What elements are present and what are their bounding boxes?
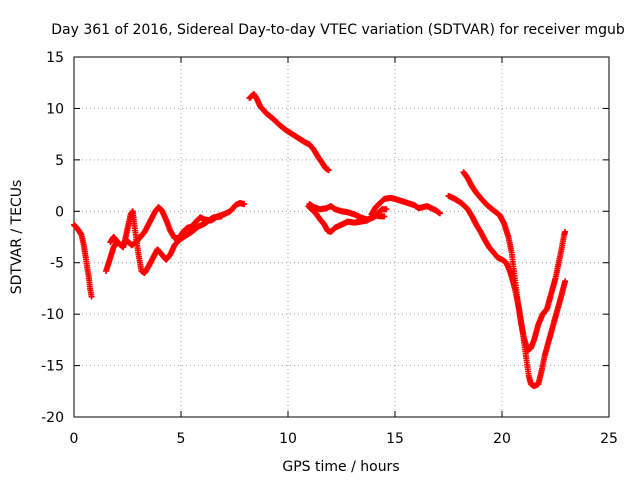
data-point — [241, 201, 248, 208]
data-point — [325, 167, 332, 174]
data-point — [562, 278, 569, 285]
data-series — [107, 208, 225, 276]
y-tick-label: -10 — [41, 307, 64, 323]
y-tick-label: -20 — [41, 410, 64, 426]
data-series — [460, 169, 569, 354]
plot-frame — [73, 56, 610, 418]
y-tick-label: 10 — [46, 101, 64, 117]
data-point — [383, 206, 390, 213]
data-series — [306, 201, 390, 223]
data-series — [246, 91, 332, 174]
y-tick-label: -5 — [50, 256, 64, 272]
data-point — [381, 213, 388, 220]
y-tick-labels: -20 -15 -10 -5 0 5 10 15 — [41, 50, 64, 426]
x-tick-label: 0 — [70, 431, 79, 447]
y-tick-label: -15 — [41, 359, 64, 375]
data-point — [436, 210, 443, 217]
x-tick-label: 25 — [600, 431, 618, 447]
x-tick-label: 10 — [279, 431, 297, 447]
chart-title: Day 361 of 2016, Sidereal Day-to-day VTE… — [51, 22, 625, 38]
data-marks — [71, 91, 569, 390]
x-tick-label: 15 — [386, 431, 404, 447]
data-point — [88, 293, 95, 300]
data-point — [562, 228, 569, 235]
x-tick-label: 5 — [177, 431, 186, 447]
data-series — [368, 194, 443, 218]
y-tick-label: 0 — [55, 204, 64, 220]
x-axis-label: GPS time / hours — [282, 459, 399, 475]
y-axis-label: SDTVAR / TECUs — [9, 180, 25, 295]
x-tick-label: 20 — [493, 431, 511, 447]
y-tick-label: 15 — [46, 50, 64, 66]
y-tick-label: 5 — [55, 153, 64, 169]
data-point — [218, 213, 225, 220]
x-tick-labels: 0 5 10 15 20 25 — [70, 431, 618, 447]
data-series — [71, 221, 95, 300]
